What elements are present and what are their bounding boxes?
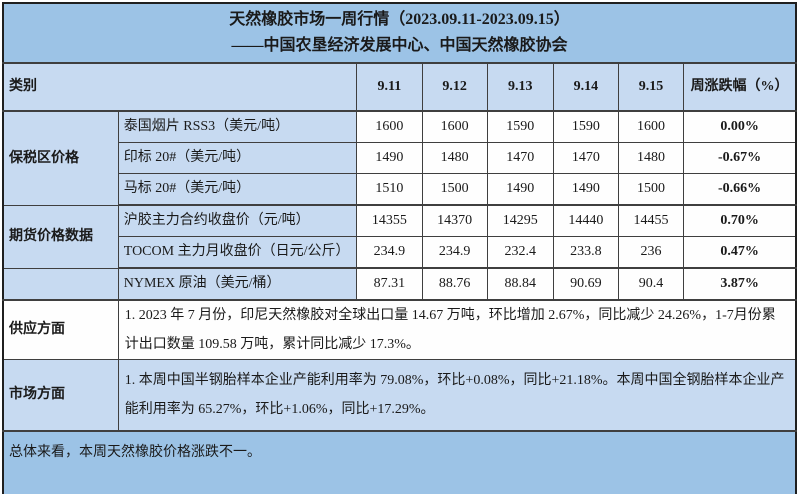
table-row: 保税区价格 泰国烟片 RSS3（美元/吨） 1600 1600 1590 159…: [2, 110, 797, 206]
price-cell: 1480: [421, 142, 488, 174]
price-cell: 88.76: [421, 267, 488, 301]
item-label: TOCOM 主力月收盘价（日元/公斤）: [117, 236, 358, 269]
report-title-cell: 天然橡胶市场一周行情（2023.09.11-2023.09.15） ——中国农垦…: [2, 2, 797, 64]
header-date: 9.15: [617, 62, 685, 112]
price-cell: 14440: [552, 204, 619, 237]
price-cell: 1490: [486, 173, 554, 206]
header-category: 类别: [2, 62, 358, 112]
group-label-empty: [2, 267, 119, 301]
table-row: NYMEX 原油（美元/桶） 87.31 88.76 88.84 90.69 9…: [2, 267, 797, 301]
price-cell: 1490: [552, 173, 619, 206]
price-cell: 1470: [552, 142, 619, 174]
price-cell: 14455: [617, 204, 685, 237]
weekly-change-cell: 0.00%: [683, 110, 797, 143]
price-cell: 236: [617, 236, 685, 269]
weekly-change-cell: 0.47%: [683, 236, 797, 269]
price-cell: 1500: [617, 173, 685, 206]
table-row: TOCOM 主力月收盘价（日元/公斤） 234.9 234.9 232.4 23…: [3, 236, 797, 269]
price-cell: 14355: [356, 204, 423, 237]
price-cell: 87.31: [356, 267, 423, 301]
price-cell: 232.4: [486, 236, 554, 269]
item-label: 印标 20#（美元/吨）: [117, 142, 358, 174]
weekly-change-cell: -0.67%: [683, 142, 797, 174]
title-band: 天然橡胶市场一周行情（2023.09.11-2023.09.15） ——中国农垦…: [2, 2, 797, 64]
price-cell: 1470: [486, 142, 554, 174]
header-weekly-change: 周涨跌幅（%）: [683, 62, 797, 112]
price-cell: 234.9: [421, 236, 488, 269]
summary-row: 总体来看，本周天然橡胶价格涨跌不一。: [2, 430, 797, 494]
weekly-change-cell: 0.70%: [683, 204, 797, 237]
price-cell: 14370: [421, 204, 488, 237]
price-cell: 88.84: [486, 267, 554, 301]
price-cell: 1480: [617, 142, 685, 174]
price-cell: 90.4: [617, 267, 685, 301]
weekly-change-cell: 3.87%: [683, 267, 797, 301]
item-label: 泰国烟片 RSS3（美元/吨）: [117, 110, 358, 143]
group-label-futures: 期货价格数据: [2, 204, 119, 269]
item-label: NYMEX 原油（美元/桶）: [117, 267, 358, 301]
price-cell: 1590: [552, 110, 619, 143]
header-date: 9.13: [486, 62, 554, 112]
market-text: 1. 本周中国半钢胎样本企业产能利用率为 79.08%，环比+0.08%，同比+…: [117, 359, 797, 432]
price-cell: 233.8: [552, 236, 619, 269]
header-date: 9.14: [552, 62, 619, 112]
price-cell: 1500: [421, 173, 488, 206]
supply-label: 供应方面: [2, 299, 119, 360]
table-row: 印标 20#（美元/吨） 1490 1480 1470 1470 1480 -0…: [3, 142, 797, 174]
price-cell: 1510: [356, 173, 423, 206]
report-title-line1: 天然橡胶市场一周行情（2023.09.11-2023.09.15）: [229, 11, 570, 28]
header-date: 9.11: [356, 62, 423, 112]
header-date: 9.12: [421, 62, 488, 112]
price-cell: 234.9: [356, 236, 423, 269]
market-row: 市场方面 1. 本周中国半钢胎样本企业产能利用率为 79.08%，环比+0.08…: [2, 359, 797, 432]
price-cell: 1600: [421, 110, 488, 143]
supply-text: 1. 2023 年 7 月份，印尼天然橡胶对全球出口量 14.67 万吨，环比增…: [117, 299, 797, 360]
price-cell: 1600: [617, 110, 685, 143]
table-row: 期货价格数据 沪胶主力合约收盘价（元/吨） 14355 14370 14295 …: [2, 204, 797, 269]
table-header-row: 类别 9.11 9.12 9.13 9.14 9.15 周涨跌幅（%）: [2, 62, 797, 112]
summary-text: 总体来看，本周天然橡胶价格涨跌不一。: [2, 430, 797, 494]
item-label: 沪胶主力合约收盘价（元/吨）: [117, 204, 358, 237]
weekly-change-cell: -0.66%: [683, 173, 797, 206]
price-cell: 1590: [486, 110, 554, 143]
price-cell: 90.69: [552, 267, 619, 301]
supply-row: 供应方面 1. 2023 年 7 月份，印尼天然橡胶对全球出口量 14.67 万…: [2, 299, 797, 360]
price-cell: 1600: [356, 110, 423, 143]
price-cell: 1490: [356, 142, 423, 174]
report-title-line2: ——中国农垦经济发展中心、中国天然橡胶协会: [231, 37, 568, 54]
market-label: 市场方面: [2, 359, 119, 432]
price-cell: 14295: [486, 204, 554, 237]
item-label: 马标 20#（美元/吨）: [117, 173, 358, 206]
table-row: 马标 20#（美元/吨） 1510 1500 1490 1490 1500 -0…: [3, 173, 797, 206]
group-label-bonded-zone: 保税区价格: [2, 110, 119, 206]
